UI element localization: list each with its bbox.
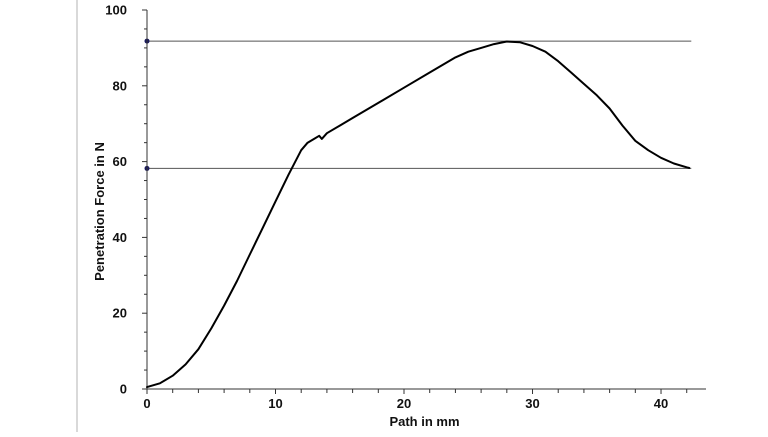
y-tick-label: 60	[113, 154, 127, 169]
y-axis-title: Penetration Force in N	[92, 142, 107, 281]
x-tick-label: 20	[397, 396, 411, 411]
x-tick-label: 40	[654, 396, 668, 411]
y-tick-label: 100	[105, 3, 127, 18]
y-tick-label: 80	[113, 78, 127, 93]
x-tick-label: 30	[525, 396, 539, 411]
x-tick-label: 0	[143, 396, 150, 411]
y-tick-label: 40	[113, 230, 127, 245]
left-border	[76, 0, 78, 432]
series-line-0	[146, 40, 691, 389]
x-tick-label: 10	[268, 396, 282, 411]
y-tick-label: 20	[113, 306, 127, 321]
x-axis-title: Path in mm	[389, 414, 459, 429]
y-tick-label: 0	[120, 382, 127, 397]
